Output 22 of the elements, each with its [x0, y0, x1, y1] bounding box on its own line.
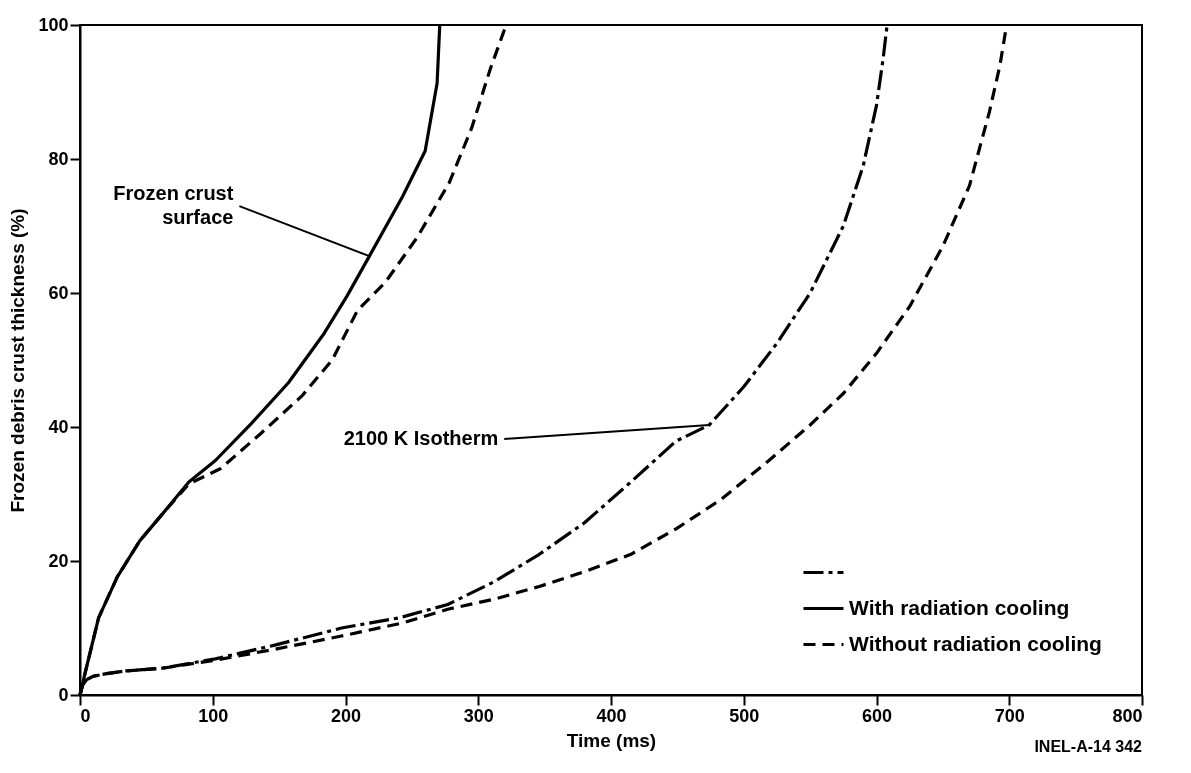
y-tick-label: 20	[48, 550, 69, 571]
x-tick-label: 200	[330, 705, 362, 726]
x-tick-label: 100	[198, 705, 229, 726]
x-tick-label: 800	[1112, 705, 1143, 726]
x-tick-label: 600	[861, 705, 893, 726]
x-tick-label: 300	[463, 705, 494, 726]
text: INEL-A-14 342	[1034, 738, 1143, 755]
y-tick-label: 100	[38, 14, 69, 35]
x-tick-label: 500	[729, 705, 760, 726]
y-tick-label: 0	[58, 684, 69, 705]
annotation: Frozen crust surface	[113, 182, 234, 229]
x-tick-label: 700	[994, 705, 1025, 726]
legend-label: With radiation cooling	[849, 595, 1070, 619]
y-axis-title: Frozen debris crust thickness (%)	[7, 208, 29, 513]
x-tick-label: 0	[80, 705, 91, 726]
y-tick-label: 80	[48, 148, 69, 169]
y-tick-label: 40	[48, 416, 69, 437]
annotation: 2100 K Isotherm	[343, 426, 499, 449]
x-axis-title: Time (ms)	[566, 729, 657, 751]
y-tick-label: 60	[48, 282, 69, 303]
x-tick-label: 400	[596, 705, 627, 726]
legend-label: Without radiation cooling	[849, 631, 1102, 655]
